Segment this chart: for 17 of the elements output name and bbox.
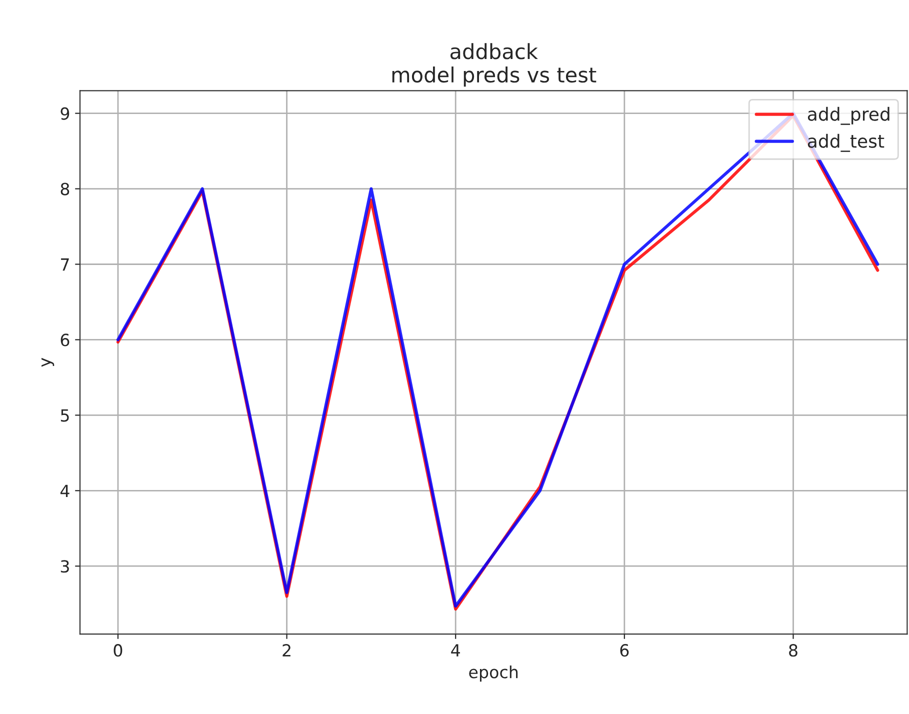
y-tick-label: 5 [60,409,69,422]
y-tick-label: 8 [60,182,70,196]
y-tick-label: 7 [61,258,69,271]
chart-title: addback model preds vs test [392,43,596,87]
x-tick-label: 0 [114,644,122,657]
y-tick-label: 4 [60,484,70,497]
y-tick-label: 6 [60,334,70,346]
x-tick-label: 8 [789,644,798,657]
x-tick-label: 2 [282,644,290,656]
y-axis-title: y [42,358,54,367]
x-axis-title: epoch [469,665,518,682]
x-tick-label: 4 [451,644,460,656]
legend-label: add_pred [808,106,890,125]
x-tick-label: 6 [620,644,629,657]
y-tick-label: 9 [60,107,70,120]
y-tick-label: 3 [60,560,69,573]
legend-label: add_test [808,134,884,152]
